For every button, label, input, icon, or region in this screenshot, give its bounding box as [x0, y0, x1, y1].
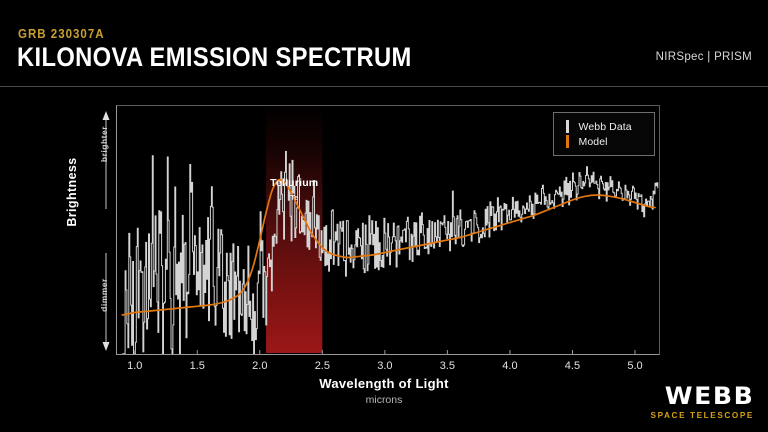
x-tick-label: 4.5 [564, 360, 581, 372]
x-tick-label: 1.5 [189, 360, 205, 372]
x-tick-label: 4.0 [502, 360, 518, 372]
legend-item-webb-data: Webb Data [554, 119, 654, 134]
legend-item-model: Model [554, 134, 654, 149]
page-title: KILONOVA EMISSION SPECTRUM [17, 42, 412, 72]
chart-canvas [121, 106, 659, 355]
x-axis-units: microns [365, 394, 403, 406]
x-tick-label: 2.0 [252, 360, 268, 372]
x-tick-label: 2.5 [314, 360, 330, 372]
webb-data-trace [122, 151, 659, 354]
x-tick-marks [134, 350, 636, 355]
legend-swatch-webb-data [566, 120, 569, 133]
object-designation: GRB 230307A [18, 27, 105, 41]
y-axis-title: Brightness [65, 157, 79, 227]
spectrum-plot: Tellurium Te Webb Data Model [116, 105, 660, 355]
webb-tagline: SPACE TELESCOPE [650, 411, 754, 420]
legend-label-model: Model [578, 135, 608, 148]
webb-wordmark: WEBB [664, 382, 754, 410]
header: GRB 230307A KILONOVA EMISSION SPECTRUM N… [0, 0, 768, 86]
x-tick-label: 1.0 [127, 360, 143, 372]
legend: Webb Data Model [553, 112, 655, 156]
legend-label-webb-data: Webb Data [578, 120, 632, 133]
model-curve [121, 178, 656, 316]
tellurium-band [266, 106, 323, 353]
x-axis-title: Wavelength of Light [319, 376, 449, 391]
instrument-label: NIRSpec | PRISM [655, 51, 752, 63]
x-tick-label: 3.5 [439, 360, 456, 372]
header-divider [0, 86, 768, 87]
webb-logo: WEBB SPACE TELESCOPE [651, 384, 754, 420]
x-tick-label: 3.0 [377, 360, 393, 372]
y-axis-dimmer-label: dimmer [99, 278, 109, 312]
y-axis: Brightness brighter dimmer [62, 105, 116, 355]
legend-swatch-model [566, 135, 569, 148]
y-axis-brighter-label: brighter [99, 125, 109, 163]
y-axis-arrows [102, 111, 110, 351]
x-tick-label: 5.0 [627, 360, 643, 372]
